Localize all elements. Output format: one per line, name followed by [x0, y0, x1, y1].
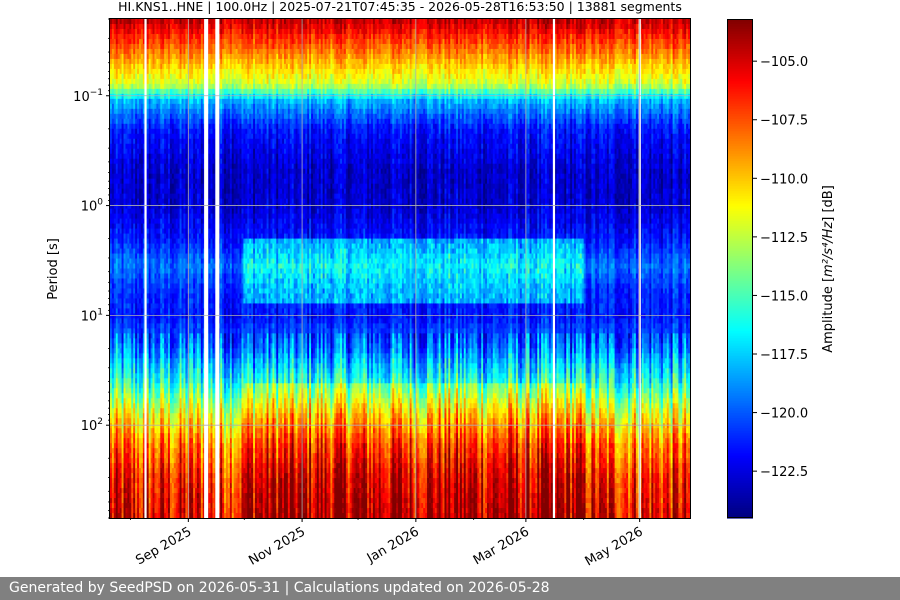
spectrogram-heatmap: [110, 19, 691, 519]
spectrogram-chart: HI.KNS1..HNE | 100.0Hz | 2025-07-21T07:4…: [0, 0, 900, 577]
chart-title: HI.KNS1..HNE | 100.0Hz | 2025-07-21T07:4…: [118, 0, 682, 14]
